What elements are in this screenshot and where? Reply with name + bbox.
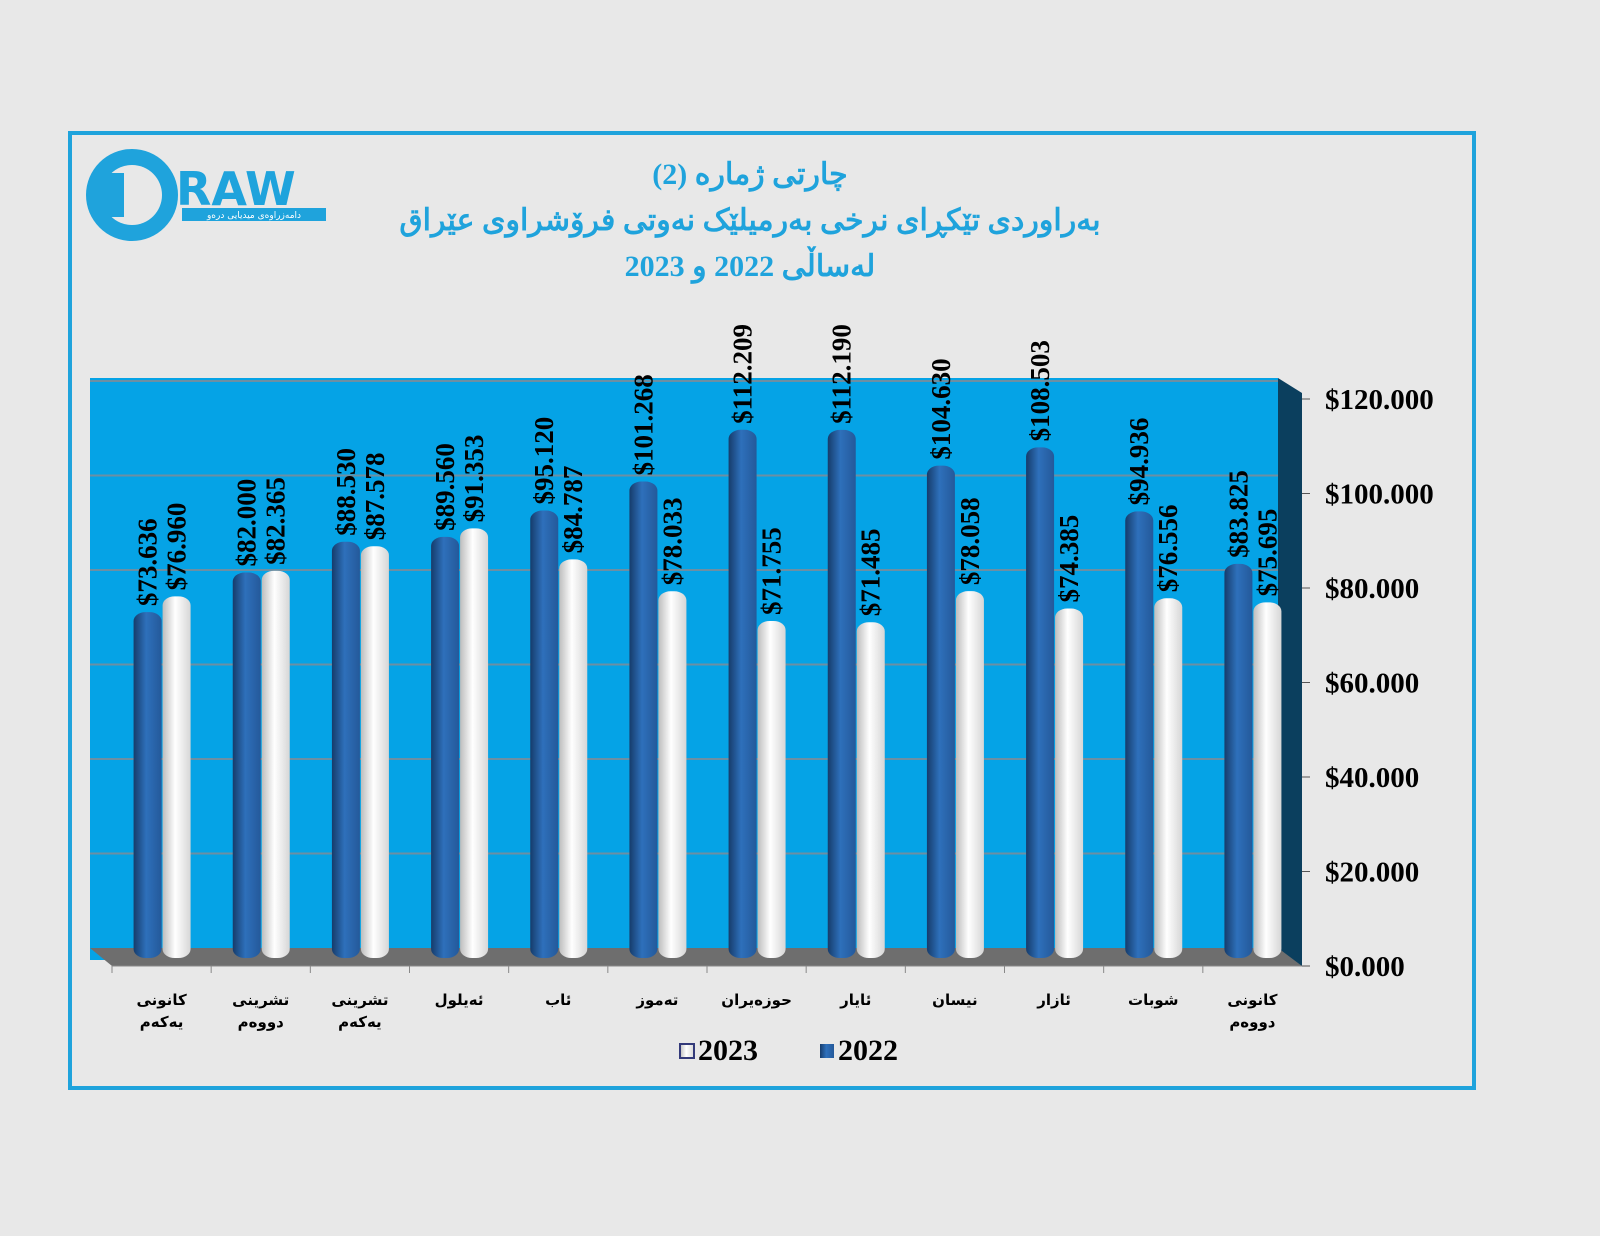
data-label-2022: $108.503 <box>1025 340 1055 441</box>
bar-2023 <box>1154 598 1183 958</box>
bar-2022 <box>926 465 955 958</box>
x-tick-label-line: حوزەیران <box>721 991 792 1009</box>
floor <box>90 948 1302 966</box>
x-tick-label: کانونی دووەم <box>1227 991 1277 1031</box>
x-tick-label-line: تشرینی <box>232 991 289 1009</box>
x-tick-label: شوبات <box>1128 991 1179 1009</box>
bar-2023 <box>658 591 687 958</box>
x-tick-label-line: تەموز <box>635 991 678 1009</box>
data-label-2023: $76.556 <box>1153 505 1183 593</box>
x-tick-label-line: یەکەم <box>338 1013 382 1031</box>
data-label-2022: $83.825 <box>1223 470 1253 558</box>
data-label-2022: $94.936 <box>1124 418 1154 506</box>
data-label-2023: $71.485 <box>856 528 886 616</box>
bar-2022 <box>1224 563 1253 958</box>
bar-2022 <box>728 429 757 958</box>
x-tick-label: تشرینی یەکەم <box>331 991 388 1031</box>
data-label-2023: $75.695 <box>1252 509 1282 597</box>
x-tick-label-line: ئاب <box>545 991 571 1009</box>
bar-2022 <box>1125 511 1154 958</box>
data-label-2022: $82.000 <box>232 479 262 567</box>
data-label-2023: $71.755 <box>757 527 787 615</box>
data-label-2022: $88.530 <box>331 448 361 536</box>
data-label-2022: $112.209 <box>728 324 758 424</box>
chart-frame <box>68 131 1476 1090</box>
bar-2022 <box>530 510 559 958</box>
bar-2023 <box>559 559 588 958</box>
data-label-2023: $91.353 <box>459 435 489 523</box>
legend-swatch-2022 <box>820 1044 834 1058</box>
data-label-2023: $84.787 <box>558 466 588 554</box>
x-tick-label-line: دووەم <box>238 1013 284 1031</box>
x-tick-label-line: کانونی <box>1227 991 1277 1009</box>
data-label-2022: $104.630 <box>926 358 956 459</box>
data-label-2022: $112.190 <box>827 324 857 424</box>
draw-logo: RAW دامەزراوەی میدیایی درەو <box>86 149 326 241</box>
data-label-2023: $76.960 <box>162 503 192 591</box>
title-line-1: چارتی ژمارە (2) <box>652 158 848 191</box>
data-label-2022: $89.560 <box>430 443 460 531</box>
x-tick-label: ئاب <box>545 991 571 1009</box>
data-label-2022: $95.120 <box>529 417 559 505</box>
bar-2023 <box>460 528 489 958</box>
bar-2022 <box>232 572 261 958</box>
data-label-2022: $101.268 <box>628 374 658 475</box>
bar-2022 <box>1026 447 1055 958</box>
chart-title: چارتی ژمارە (2) بەراوردی تێکڕای نرخی بەر… <box>300 152 1200 290</box>
bar-2023 <box>1253 602 1282 958</box>
bar-2023 <box>162 596 191 958</box>
x-tick-label: کانونی یەکەم <box>136 991 186 1031</box>
x-tick-label-line: تشرینی <box>331 991 388 1009</box>
x-tick-label-line: ئازار <box>1036 991 1071 1009</box>
bar-2023 <box>856 622 885 958</box>
data-label-2023: $74.385 <box>1054 515 1084 603</box>
bar-2022 <box>331 541 360 958</box>
x-tick-label: نیسان <box>932 991 977 1009</box>
side-wall <box>1278 378 1302 966</box>
x-tick-label: حوزەیران <box>721 991 792 1009</box>
y-tick-label: $20.000 <box>1325 857 1419 889</box>
x-tick-label-line: یەکەم <box>140 1013 184 1031</box>
data-label-2023: $78.058 <box>955 497 985 585</box>
svg-text:RAW: RAW <box>176 162 296 216</box>
x-tick-label: تەموز <box>635 991 678 1009</box>
bar-2023 <box>1055 608 1084 958</box>
title-line-3: لەساڵی 2022 و 2023 <box>624 250 876 283</box>
y-tick-label: $120.000 <box>1325 384 1434 416</box>
x-tick-label: تشرینی دووەم <box>232 991 289 1031</box>
bar-2022 <box>133 612 162 958</box>
x-tick-label-line: دووەم <box>1229 1013 1275 1031</box>
y-tick-label: $40.000 <box>1325 762 1419 794</box>
legend-swatch-2023 <box>679 1043 695 1059</box>
data-label-2023: $78.033 <box>657 498 687 586</box>
x-tick-label-line: ئەیلول <box>435 991 484 1009</box>
title-line-2: بەراوردی تێکڕای نرخی بەرمیلێک نەوتی فرۆش… <box>399 204 1101 237</box>
bar-2023 <box>757 620 786 958</box>
bar-2022 <box>629 481 658 958</box>
bar-2023 <box>261 570 290 958</box>
data-label-2023: $82.365 <box>261 477 291 565</box>
x-tick-label-line: شوبات <box>1128 991 1179 1009</box>
legend-label-2023: 2023 <box>698 1034 758 1067</box>
y-tick-label: $100.000 <box>1325 479 1434 511</box>
y-tick-label: $0.000 <box>1325 951 1405 983</box>
y-tick-label: $80.000 <box>1325 573 1419 605</box>
bar-2023 <box>360 546 389 958</box>
x-tick-label-line: کانونی <box>136 991 186 1009</box>
svg-text:دامەزراوەی میدیایی درەو: دامەزراوەی میدیایی درەو <box>206 211 301 221</box>
x-tick-label: ئازار <box>1036 991 1071 1009</box>
x-tick-label-line: ئایار <box>839 991 871 1009</box>
bar-2022 <box>431 536 460 958</box>
x-tick-label: ئایار <box>839 991 871 1009</box>
bar-2023 <box>955 591 984 958</box>
x-tick-label-line: نیسان <box>932 991 977 1009</box>
bar-2022 <box>827 429 856 959</box>
data-label-2023: $87.578 <box>360 452 390 540</box>
x-tick-label: ئەیلول <box>435 991 484 1009</box>
legend-label-2022: 2022 <box>838 1034 898 1067</box>
data-label-2022: $73.636 <box>133 518 163 606</box>
y-tick-label: $60.000 <box>1325 668 1419 700</box>
